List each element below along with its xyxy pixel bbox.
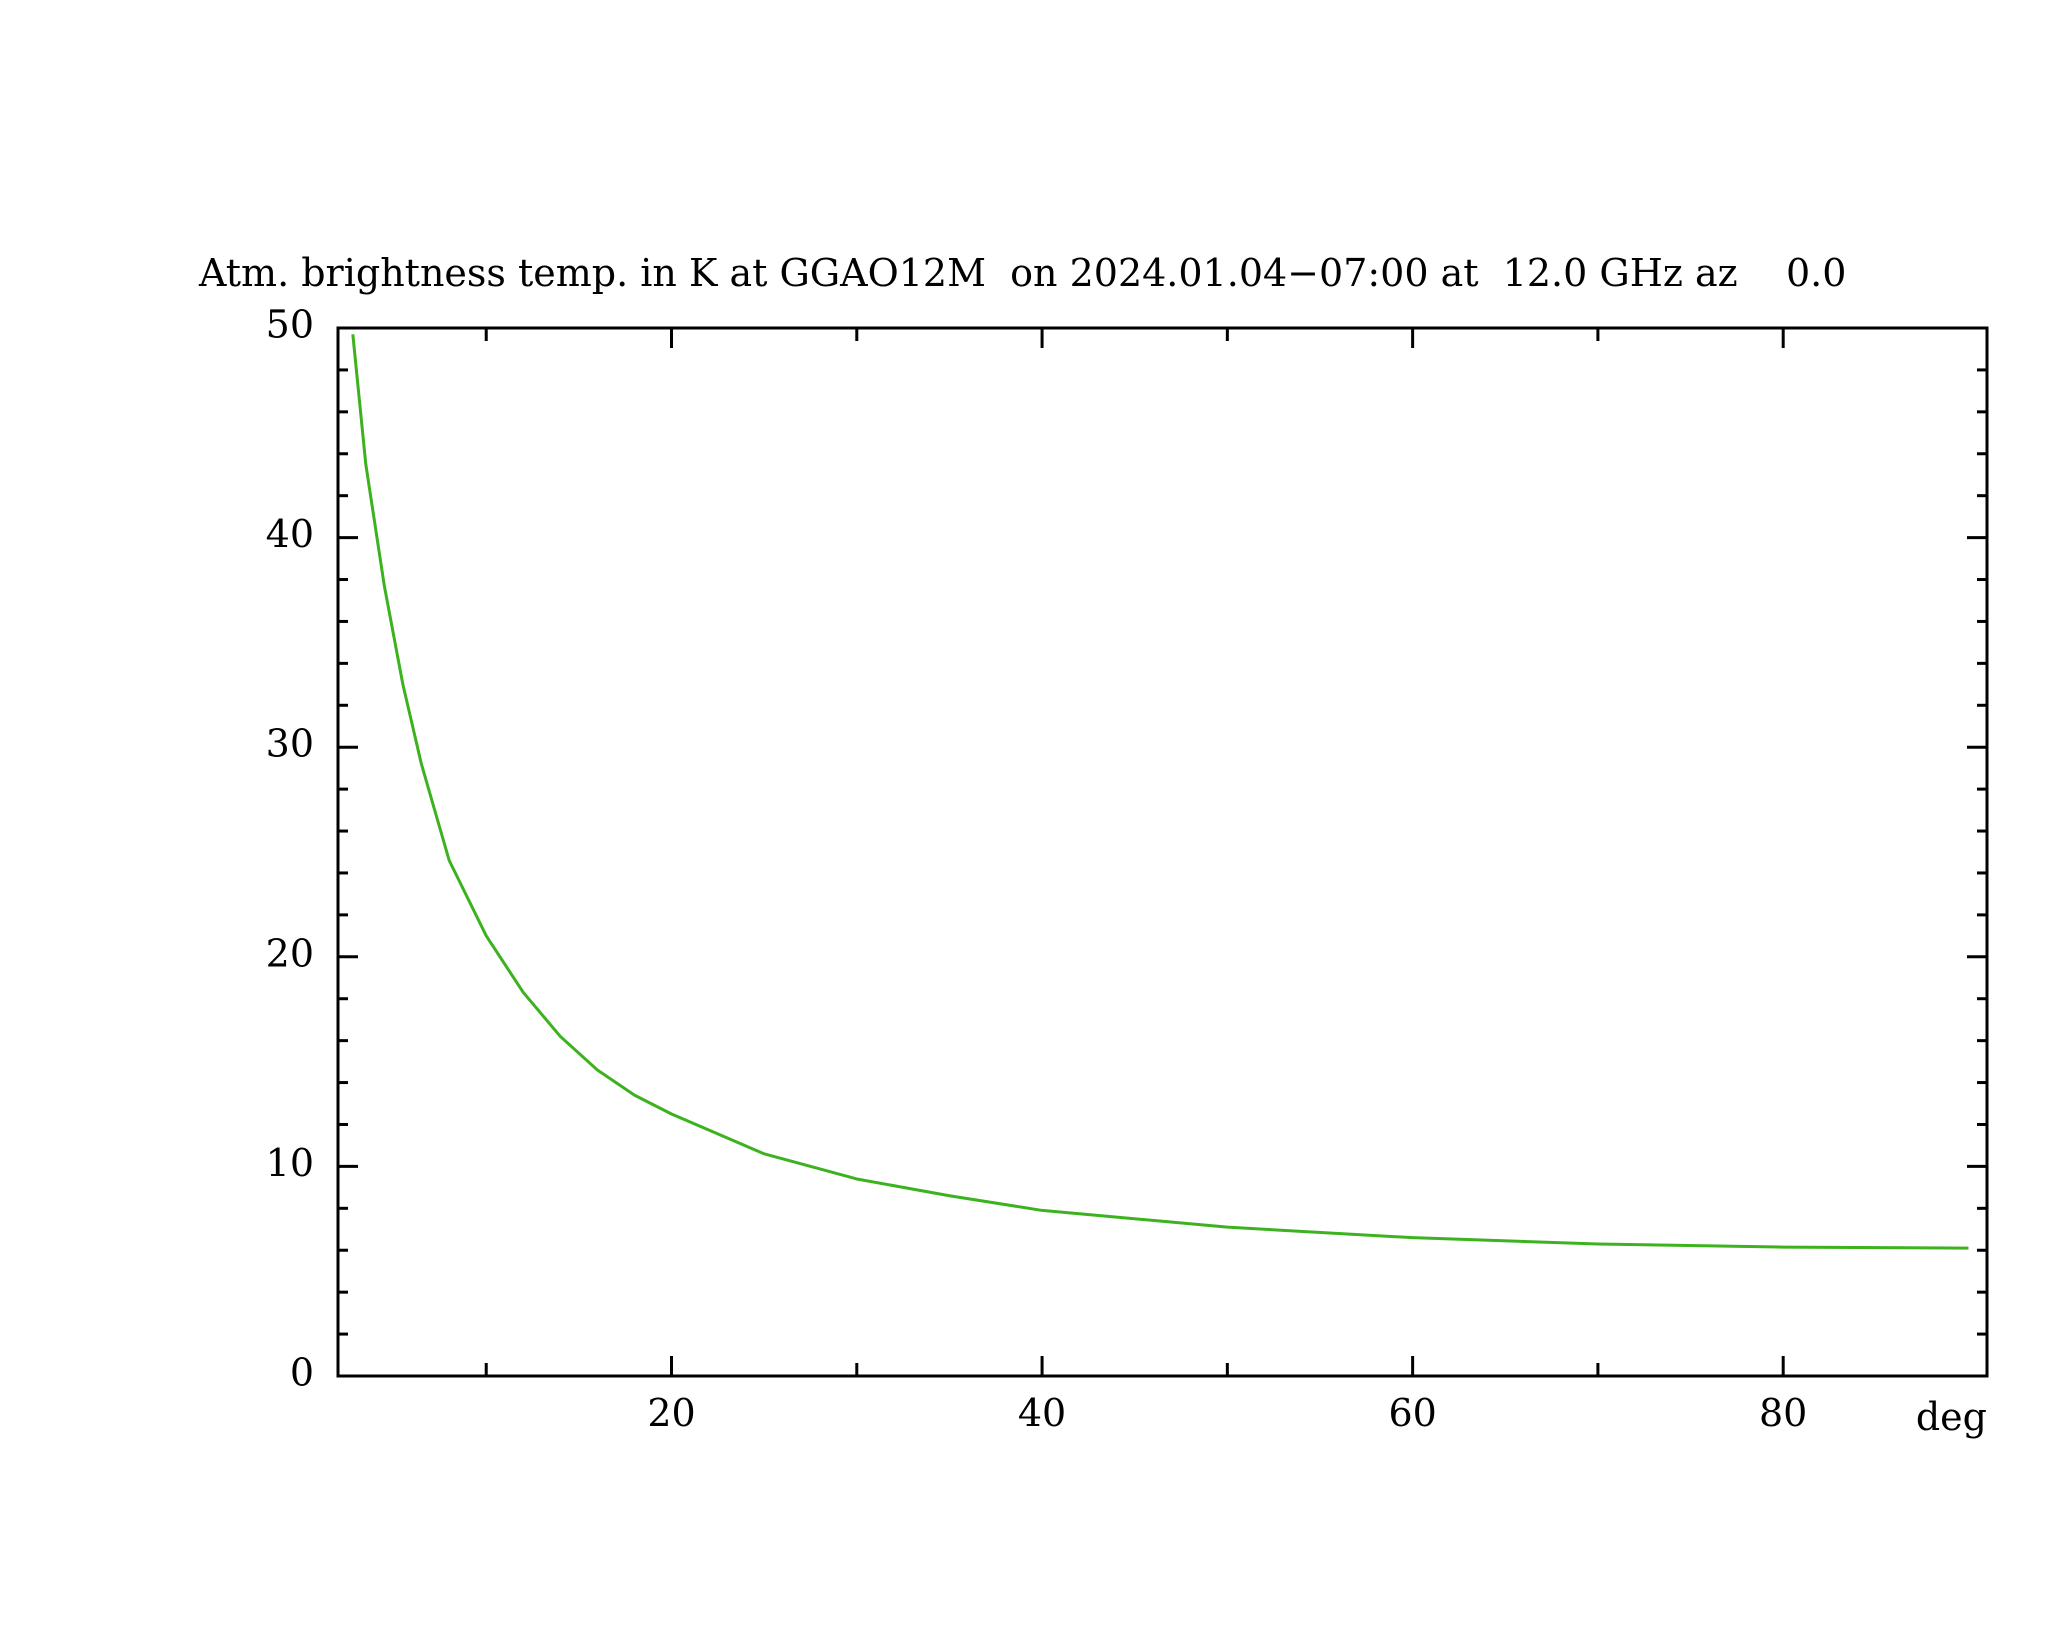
y-tick-label: 50 — [266, 303, 314, 347]
x-tick-label: 80 — [1759, 1391, 1807, 1435]
y-tick-label: 30 — [266, 722, 314, 766]
y-tick-label: 40 — [266, 512, 314, 556]
data-line — [351, 334, 1969, 1250]
y-tick-label: 0 — [290, 1351, 314, 1395]
x-tick-label: 20 — [647, 1391, 695, 1435]
x-axis-label: deg — [1916, 1395, 1987, 1439]
y-tick-label: 10 — [266, 1141, 314, 1185]
y-tick-label: 20 — [266, 931, 314, 975]
plot-frame — [336, 326, 1989, 1378]
x-tick-label: 60 — [1388, 1391, 1436, 1435]
x-tick-label: 40 — [1018, 1391, 1066, 1435]
chart-title: Atm. brightness temp. in K at GGAO12M on… — [198, 251, 1846, 295]
